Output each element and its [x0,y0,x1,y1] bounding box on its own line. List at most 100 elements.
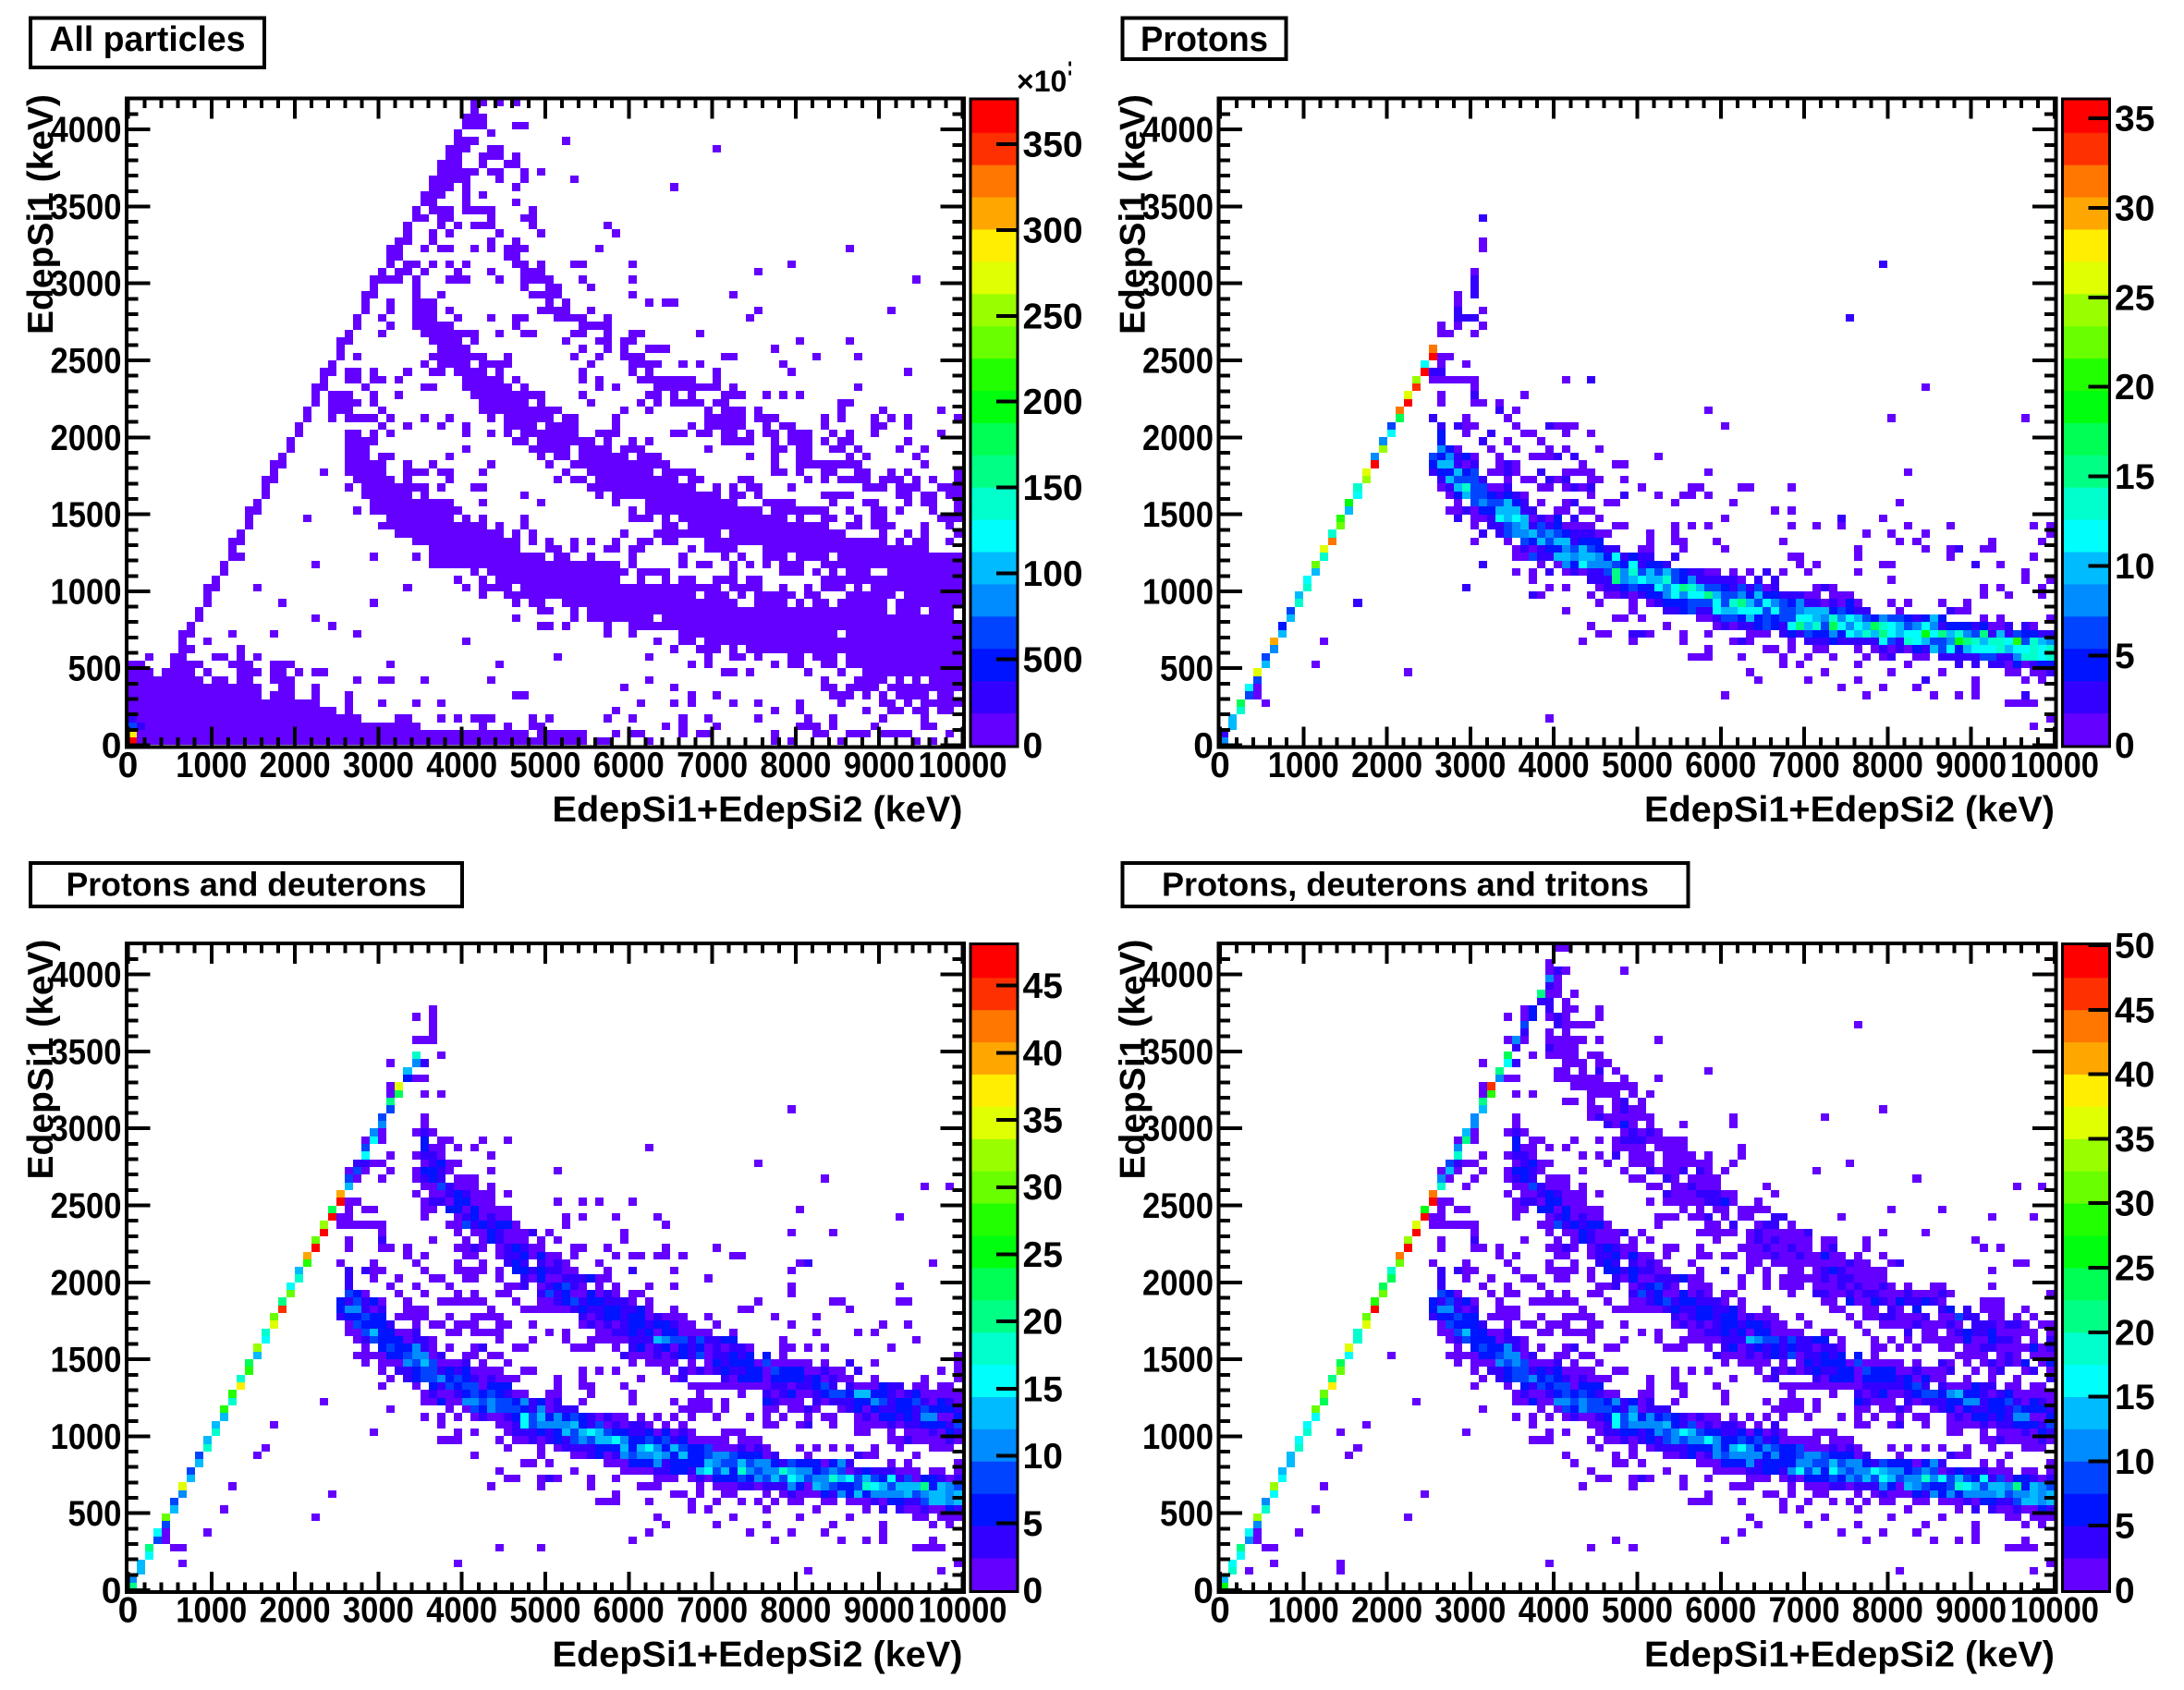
svg-text:500: 500 [68,650,122,689]
svg-text:4000: 4000 [1142,955,1214,995]
svg-text:3000: 3000 [1434,746,1506,785]
svg-text:7000: 7000 [677,1591,748,1631]
svg-text:4000: 4000 [1519,746,1590,785]
svg-text:1000: 1000 [1142,1417,1214,1457]
svg-text:10: 10 [1023,1437,1063,1477]
svg-text:500: 500 [68,1494,122,1534]
svg-text:3000: 3000 [1434,1591,1506,1631]
svg-text:20: 20 [1023,1303,1063,1343]
svg-text:10000: 10000 [919,746,1007,785]
svg-text:EdepSi1+EdepSi2 (keV): EdepSi1+EdepSi2 (keV) [553,1635,963,1675]
svg-text:4000: 4000 [1519,1591,1590,1631]
svg-text:10: 10 [2115,1442,2154,1482]
svg-text:15: 15 [1023,1369,1063,1409]
svg-text:1000: 1000 [1268,746,1339,785]
svg-text:25: 25 [2115,278,2154,318]
svg-text:3000: 3000 [343,1591,414,1631]
svg-text:1500: 1500 [1142,1341,1214,1380]
svg-text:2500: 2500 [1142,342,1214,382]
svg-text:35: 35 [2115,1120,2154,1160]
svg-text:0: 0 [1210,1591,1230,1631]
svg-text:10: 10 [2115,547,2154,587]
svg-text:EdepSi1 (keV): EdepSi1 (keV) [1114,940,1153,1180]
svg-text:4000: 4000 [51,111,122,151]
svg-text:0: 0 [118,746,139,785]
svg-text:4000: 4000 [51,955,122,995]
svg-text:0: 0 [1023,726,1043,766]
svg-text:2000: 2000 [51,1263,122,1303]
svg-text:1000: 1000 [1268,1591,1339,1631]
svg-text:0: 0 [1210,746,1230,785]
svg-text:35: 35 [1023,1101,1063,1141]
svg-text:300: 300 [1023,211,1083,250]
svg-text:200: 200 [1023,383,1083,422]
svg-text:25: 25 [2115,1249,2154,1289]
svg-text:3000: 3000 [343,746,414,785]
svg-text:1000: 1000 [176,1591,247,1631]
svg-text:100: 100 [1023,554,1083,594]
svg-text:Protons and deuterons: Protons and deuterons [67,866,427,904]
svg-text:EdepSi1 (keV): EdepSi1 (keV) [21,94,61,334]
svg-text:45: 45 [1023,967,1063,1006]
svg-text:2000: 2000 [260,746,331,785]
svg-text:0: 0 [2115,1572,2135,1611]
svg-text:1500: 1500 [51,1341,122,1380]
svg-text:0: 0 [118,1591,139,1631]
svg-text:5000: 5000 [1602,1591,1673,1631]
svg-text:6000: 6000 [1685,746,1756,785]
svg-text:9000: 9000 [1935,746,2007,785]
svg-text:0: 0 [102,1572,122,1611]
svg-text:8000: 8000 [760,1591,831,1631]
svg-text:10000: 10000 [2010,746,2099,785]
svg-text:3500: 3500 [51,1032,122,1072]
svg-text:1000: 1000 [51,572,122,612]
svg-text:50: 50 [2115,927,2154,967]
svg-text:1000: 1000 [176,746,247,785]
svg-text:EdepSi1+EdepSi2 (keV): EdepSi1+EdepSi2 (keV) [1644,790,2055,830]
svg-text:6000: 6000 [593,1591,665,1631]
svg-text:30: 30 [2115,1185,2154,1224]
svg-text:0: 0 [1023,1572,1043,1611]
svg-text:1500: 1500 [51,495,122,535]
svg-text:9000: 9000 [844,746,915,785]
svg-text:45: 45 [2115,991,2154,1030]
svg-text:30: 30 [1023,1168,1063,1208]
svg-text:500: 500 [1160,650,1214,689]
svg-text:2000: 2000 [260,1591,331,1631]
svg-text:20: 20 [2115,368,2154,407]
svg-text:3000: 3000 [1142,1110,1214,1149]
svg-text:250: 250 [1023,297,1083,336]
svg-text:6000: 6000 [1685,1591,1756,1631]
svg-text:150: 150 [1023,468,1083,508]
svg-text:5: 5 [2115,1507,2135,1547]
svg-text:15: 15 [2115,457,2154,497]
svg-text:5: 5 [2115,637,2135,676]
svg-text:EdepSi1 (keV): EdepSi1 (keV) [1114,94,1153,334]
svg-text:7000: 7000 [1769,746,1840,785]
svg-text:EdepSi1 (keV): EdepSi1 (keV) [21,940,61,1180]
svg-text:2500: 2500 [51,342,122,382]
svg-text:EdepSi1+EdepSi2 (keV): EdepSi1+EdepSi2 (keV) [553,790,963,830]
svg-text:6000: 6000 [593,746,665,785]
svg-text:1500: 1500 [1142,495,1214,535]
svg-text:3500: 3500 [51,188,122,227]
svg-text:10000: 10000 [919,1591,1007,1631]
svg-text:9000: 9000 [844,1591,915,1631]
svg-text:35: 35 [2115,99,2154,139]
svg-text:2500: 2500 [51,1186,122,1226]
svg-text:40: 40 [2115,1055,2154,1095]
svg-text:1000: 1000 [51,1417,122,1457]
svg-text:2000: 2000 [1142,1263,1214,1303]
svg-text:8000: 8000 [1852,746,1923,785]
svg-text:350: 350 [1023,125,1083,164]
svg-text:4000: 4000 [426,1591,497,1631]
svg-text:8000: 8000 [1852,1591,1923,1631]
svg-text:5000: 5000 [1602,746,1673,785]
svg-text:All particles: All particles [50,20,246,59]
svg-text:2000: 2000 [1142,419,1214,458]
svg-text:40: 40 [1023,1034,1063,1074]
svg-text:2500: 2500 [1142,1186,1214,1226]
svg-text:0: 0 [102,726,122,766]
svg-text:Protons: Protons [1141,20,1268,59]
svg-text:25: 25 [1023,1235,1063,1275]
